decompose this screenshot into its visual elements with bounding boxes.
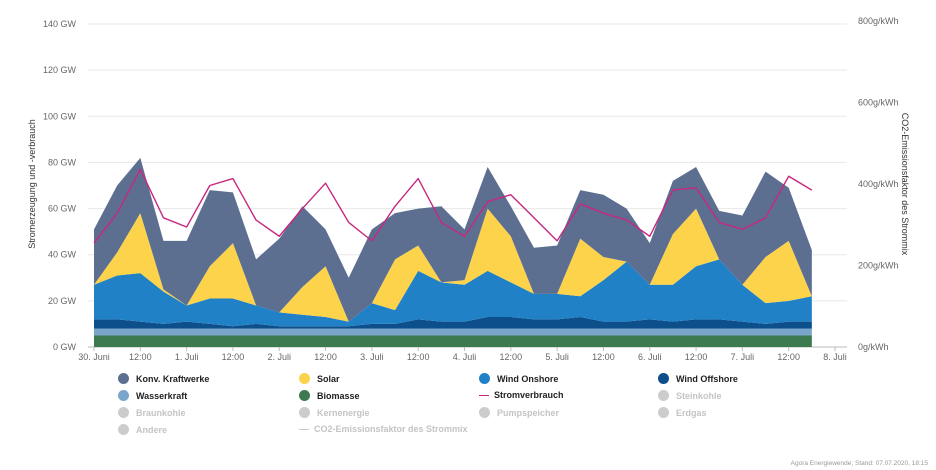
y-tick-label-right: 800g/kWh xyxy=(858,16,899,26)
legend-item-stromverbrauch[interactable]: Stromverbrauch xyxy=(479,390,564,400)
area-wind-onshore[interactable] xyxy=(94,259,812,327)
area-konv-kraftwerke[interactable] xyxy=(94,157,812,322)
x-tick-label: 30. Juni xyxy=(78,352,110,362)
legend-swatch xyxy=(479,407,490,418)
legend-label: Kernenergie xyxy=(317,407,370,418)
legend-swatch xyxy=(479,373,490,384)
area-biomasse[interactable] xyxy=(94,335,812,347)
x-tick-label: 4. Juli xyxy=(453,352,477,362)
legend-item-solar[interactable]: Solar xyxy=(299,373,340,384)
legend-item-erdgas[interactable]: Erdgas xyxy=(658,407,707,418)
x-tick-label: 12:00 xyxy=(777,352,800,362)
legend-label: Braunkohle xyxy=(136,407,186,418)
y-tick-label: 60 GW xyxy=(48,204,77,214)
x-tick-label: 12:00 xyxy=(222,352,245,362)
y-tick-label-right: 600g/kWh xyxy=(858,98,899,108)
legend-swatch xyxy=(299,373,310,384)
legend-item-andere[interactable]: Andere xyxy=(118,424,167,435)
area-wind-offshore[interactable] xyxy=(94,317,812,329)
legend-label: Wasserkraft xyxy=(136,390,188,401)
x-tick-label: 3. Juli xyxy=(360,352,384,362)
y-tick-label: 100 GW xyxy=(43,111,77,121)
x-tick-label: 12:00 xyxy=(314,352,337,362)
legend-item-wind-offshore[interactable]: Wind Offshore xyxy=(658,373,738,384)
area-solar[interactable] xyxy=(94,208,812,322)
legend-label: Pumpspeicher xyxy=(497,407,560,418)
consumption-line-group xyxy=(93,168,813,244)
x-tick-label: 12:00 xyxy=(129,352,152,362)
source-footer: Agora Energiewende; Stand: 07.07.2020, 1… xyxy=(790,460,928,467)
legend-label: Andere xyxy=(136,424,168,435)
legend-swatch xyxy=(299,428,309,430)
legend-item-wind-onshore[interactable]: Wind Onshore xyxy=(479,373,558,384)
y-tick-label: 120 GW xyxy=(43,65,77,75)
consumption-line[interactable] xyxy=(93,168,813,244)
y-tick-label-right: 400g/kWh xyxy=(858,179,899,189)
legend-swatch xyxy=(118,424,129,435)
legend-swatch xyxy=(118,390,129,401)
legend-label: Wind Offshore xyxy=(676,373,738,384)
legend-item-kernenergie[interactable]: Kernenergie xyxy=(299,407,370,418)
y-tick-label: 80 GW xyxy=(48,157,77,167)
y-axis-title-left: Stromerzeugung und -verbrauch xyxy=(27,119,37,249)
x-tick-label: 5. Juli xyxy=(545,352,569,362)
legend-label: Erdgas xyxy=(676,407,707,418)
legend-swatch xyxy=(299,390,310,401)
legend-swatch xyxy=(299,407,310,418)
legend-swatch xyxy=(658,390,669,401)
legend-label: Wind Onshore xyxy=(497,373,559,384)
legend-swatch xyxy=(479,394,489,396)
legend-item-wasserkraft[interactable]: Wasserkraft xyxy=(118,390,187,401)
legend-swatch xyxy=(658,373,669,384)
legend-label: CO2-Emissionsfaktor des Strommix xyxy=(314,424,468,434)
legend-swatch xyxy=(118,407,129,418)
legend-swatch xyxy=(118,373,129,384)
y-axis-right: 0g/kWh 200g/kWh 400g/kWh 600g/kWh 800g/kWh xyxy=(858,16,899,352)
x-tick-label: 12:00 xyxy=(407,352,430,362)
y-tick-label-right: 0g/kWh xyxy=(858,342,889,352)
legend-item-steinkohle[interactable]: Steinkohle xyxy=(658,390,722,401)
legend-label: Biomasse xyxy=(317,390,360,401)
x-tick-label: 12:00 xyxy=(685,352,708,362)
y-axis-title-right: CO2-Emissionsfaktor des Strommix xyxy=(900,113,910,256)
x-tick-label: 12:00 xyxy=(592,352,615,362)
x-tick-label: 6. Juli xyxy=(638,352,662,362)
x-tick-label: 2. Juli xyxy=(267,352,291,362)
legend-label: Solar xyxy=(317,373,340,384)
x-tick-label: 12:00 xyxy=(500,352,523,362)
y-tick-label-right: 200g/kWh xyxy=(858,261,899,271)
legend-label: Stromverbrauch xyxy=(494,390,564,400)
y-tick-label: 40 GW xyxy=(48,250,77,260)
y-axis-left: 0 GW 20 GW 40 GW 60 GW 80 GW 100 GW 120 GW 140 … xyxy=(43,19,77,352)
x-axis: 30. Juni 12:00 1. Juli 12:00 2. Juli 12:00 3. … xyxy=(78,347,847,362)
x-tick-label: 8. Juli xyxy=(823,352,847,362)
legend-label: Konv. Kraftwerke xyxy=(136,373,210,384)
y-tick-label: 20 GW xyxy=(48,296,77,306)
area-wasserkraft[interactable] xyxy=(94,328,812,336)
x-tick-label: 1. Juli xyxy=(175,352,199,362)
legend-item-co2-emissionsfaktor-des-strommix[interactable]: CO2-Emissionsfaktor des Strommix xyxy=(299,424,468,434)
legend-item-pumpspeicher[interactable]: Pumpspeicher xyxy=(479,407,559,418)
legend-item-braunkohle[interactable]: Braunkohle xyxy=(118,407,186,418)
legend-label: Steinkohle xyxy=(676,390,722,401)
x-tick-label: 7. Juli xyxy=(731,352,755,362)
legend-swatch xyxy=(658,407,669,418)
legend: Konv. Kraftwerke Solar Wind Onshore Wind Of… xyxy=(118,373,818,443)
legend-item-biomasse[interactable]: Biomasse xyxy=(299,390,360,401)
y-tick-label: 0 GW xyxy=(53,342,77,352)
stacked-areas xyxy=(94,157,812,347)
y-tick-label: 140 GW xyxy=(43,19,77,29)
legend-item-konv-kraftwerke[interactable]: Konv. Kraftwerke xyxy=(118,373,209,384)
